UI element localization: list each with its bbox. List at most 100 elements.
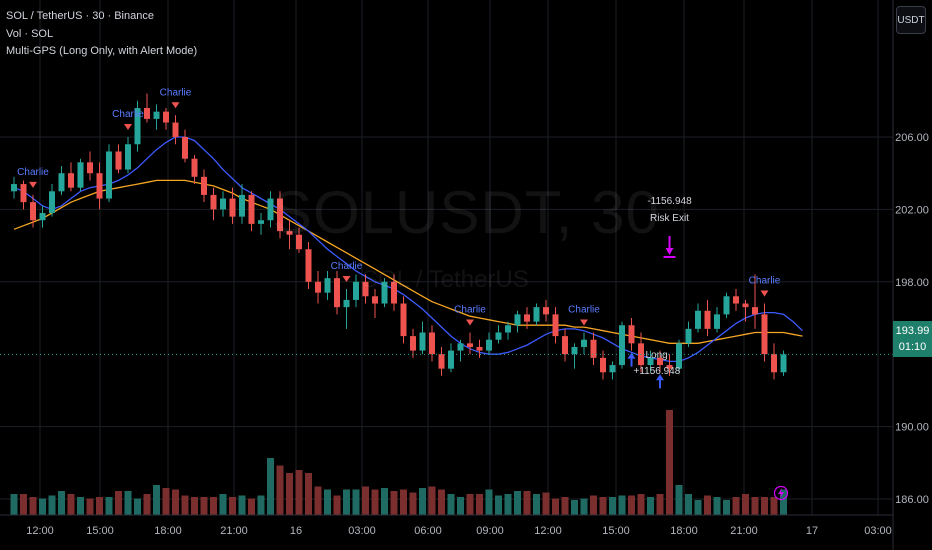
- volume-bar: [238, 495, 246, 515]
- candle-body: [600, 357, 606, 373]
- time-tick-label: 18:00: [154, 525, 182, 537]
- volume-bar: [58, 491, 65, 515]
- volume-bar: [485, 489, 493, 515]
- time-tick-label: 18:00: [670, 525, 698, 537]
- volume-bar: [343, 489, 350, 515]
- candle-body: [258, 220, 264, 224]
- time-tick-label: 17: [806, 525, 818, 537]
- signal-down-marker: [342, 276, 351, 283]
- volume-bar: [48, 495, 56, 515]
- candle-body: [11, 184, 17, 192]
- candle-body: [524, 314, 530, 322]
- candle-body: [400, 303, 407, 337]
- candle-body: [334, 278, 340, 308]
- candle-body: [429, 332, 435, 355]
- volume-bar: [628, 495, 635, 515]
- candle-body: [505, 325, 511, 333]
- candle-body: [381, 281, 388, 304]
- candle-body: [438, 354, 445, 369]
- volume-bar: [352, 489, 360, 515]
- candle-body: [20, 184, 27, 203]
- candle-body: [220, 198, 226, 210]
- volume-bar: [333, 495, 341, 515]
- volume-bar: [447, 494, 455, 515]
- candle-body: [704, 310, 711, 329]
- price-tick-label: 190.00: [895, 422, 929, 434]
- candle-body: [571, 346, 578, 355]
- signal-down-marker: [466, 319, 474, 326]
- candle-body: [315, 281, 321, 293]
- volume-bar: [656, 494, 664, 515]
- indicator-legend[interactable]: Multi-GPS (Long Only, with Alert Mode): [6, 45, 198, 57]
- volume-bar: [20, 494, 27, 515]
- volume-bar: [599, 497, 607, 515]
- volume-bar: [666, 410, 673, 515]
- candle-body: [229, 198, 236, 217]
- volume-bar: [67, 494, 75, 515]
- volume-bar: [580, 498, 588, 515]
- signal-label: Charlie: [160, 87, 192, 98]
- volume-bar: [419, 488, 426, 515]
- volume-bar: [542, 492, 550, 515]
- volume-bar: [153, 485, 160, 515]
- volume-bar: [400, 489, 407, 515]
- volume-bar: [561, 497, 569, 515]
- candle-body: [305, 249, 312, 282]
- volume-bar: [381, 488, 388, 515]
- candle-body: [628, 325, 635, 344]
- lightning-icon: [773, 485, 789, 501]
- volume-bar: [219, 494, 227, 515]
- volume-bar: [637, 494, 645, 515]
- volume-bar: [305, 473, 312, 515]
- candle-body: [486, 339, 492, 351]
- volume-bar: [742, 494, 749, 515]
- candle-body: [286, 231, 293, 235]
- candle-body: [562, 336, 568, 355]
- volume-bar: [172, 489, 179, 515]
- candle-body: [647, 357, 654, 366]
- signal-down-marker: [580, 319, 588, 326]
- volume-bar: [77, 497, 84, 515]
- candle-body: [457, 343, 464, 351]
- price-tick-label: 186.00: [895, 494, 929, 506]
- candle-body: [30, 202, 36, 221]
- price-tick-label: 206.00: [895, 132, 929, 144]
- volume-bar: [552, 498, 559, 515]
- volume-bar: [590, 495, 597, 515]
- candle-body: [581, 339, 587, 347]
- candle-body: [742, 303, 749, 308]
- volume-bar: [39, 498, 46, 515]
- time-tick-label: 16: [290, 525, 302, 537]
- time-tick-label: 21:00: [220, 525, 248, 537]
- candle-body: [125, 144, 131, 170]
- volume-bar: [200, 497, 208, 515]
- candle-body: [106, 151, 112, 199]
- volume-legend[interactable]: Vol · SOL: [6, 28, 54, 40]
- candle-body: [476, 346, 483, 351]
- currency-button[interactable]: USDT: [896, 6, 926, 34]
- candle-body: [733, 296, 739, 304]
- volume-bar: [143, 494, 151, 515]
- time-tick-label: 03:00: [348, 525, 376, 537]
- volume-bar: [770, 497, 778, 515]
- bar-countdown: 01:10: [898, 341, 927, 353]
- chart-title[interactable]: SOL / TetherUS · 30 · Binance: [6, 10, 154, 22]
- candle-body: [714, 314, 720, 329]
- volume-bar: [732, 497, 740, 515]
- volume-bar: [761, 497, 768, 515]
- candle-body: [58, 173, 65, 192]
- signal-down-marker: [29, 181, 37, 188]
- exit-arrow: [665, 248, 674, 255]
- signal-down-marker: [124, 124, 132, 130]
- signal-label: Charlie: [17, 167, 49, 178]
- signal-up-marker: [656, 374, 664, 381]
- exit-label: Risk Exit: [650, 213, 689, 224]
- candle-body: [353, 281, 359, 300]
- volume-bar: [457, 497, 464, 515]
- volume-bar: [476, 494, 483, 515]
- volume-bar: [571, 500, 578, 515]
- time-tick-label: 09:00: [476, 525, 504, 537]
- candle-body: [144, 108, 150, 119]
- volume-bar: [694, 500, 702, 515]
